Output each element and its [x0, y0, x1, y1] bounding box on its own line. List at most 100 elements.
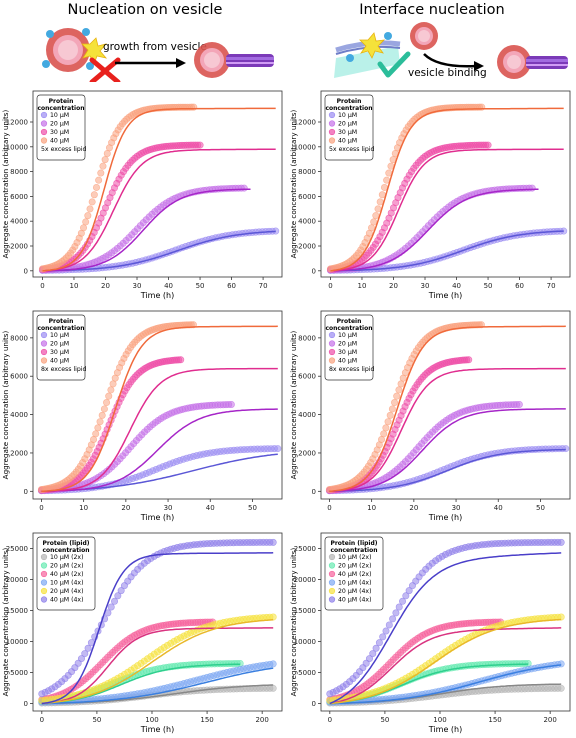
x-tick-label: 10 [79, 504, 88, 512]
legend-marker [40, 596, 48, 603]
schematic-right-label: vesicle binding [408, 67, 487, 79]
x-tick-label: 20 [409, 504, 418, 512]
y-tick-label: 20000 [294, 576, 316, 584]
data-point [105, 392, 113, 400]
legend-marker [40, 128, 48, 136]
legend-entry: 30 μM [50, 129, 69, 136]
fit-line-3 [329, 367, 566, 493]
x-tick-label: 30 [164, 504, 173, 512]
left-column-title: Nucleation on vesicle [67, 2, 223, 18]
fit-line-3 [41, 627, 274, 705]
y-tick-label: 4000 [298, 218, 316, 226]
data-point [384, 418, 392, 426]
x-tick-label: 10 [70, 282, 79, 290]
data-point [392, 609, 400, 617]
x-tick-label: 50 [92, 716, 101, 724]
legend-title: Protein concentration [37, 318, 84, 332]
x-tick-label: 50 [484, 282, 493, 290]
legend-entry: 20 μM (2x) [50, 563, 84, 570]
data-point [109, 380, 117, 388]
legend-note: 5x excess lipid [329, 146, 375, 153]
legend-marker [40, 587, 48, 595]
data-point [405, 587, 413, 595]
data-point [92, 183, 100, 191]
data-point [80, 224, 88, 232]
data-point [515, 400, 523, 408]
interface-nucleation-schematic: vesicle binding [334, 22, 568, 79]
data-point [74, 659, 82, 667]
legend-marker [40, 562, 48, 569]
data-point [99, 162, 107, 170]
fit-line-4 [329, 664, 562, 705]
legend-box [324, 536, 384, 611]
y-tick-label: 6000 [10, 193, 28, 201]
x-tick-label: 40 [206, 504, 215, 512]
burst-icon [359, 32, 386, 59]
data-point [370, 218, 378, 226]
data-point [90, 191, 98, 199]
legend-entry: 30 μM [338, 129, 357, 136]
data-point [177, 356, 185, 364]
legend-marker [328, 596, 336, 603]
y-tick-label: 8000 [298, 334, 316, 342]
x-axis-label: Time (h) [140, 291, 174, 300]
data-point [227, 400, 235, 408]
data-series-6 [38, 538, 277, 698]
x-tick-label: 0 [40, 716, 44, 724]
data-point [374, 205, 382, 213]
x-axis-label: Time (h) [428, 291, 462, 300]
fit-line-2 [41, 408, 278, 493]
data-point [82, 218, 90, 226]
y-axis-label: Aggregate concentration (arbitrary units… [1, 109, 10, 258]
data-point [362, 659, 370, 667]
x-tick-label: 70 [259, 282, 268, 290]
x-tick-label: 10 [367, 504, 376, 512]
x-tick-label: 200 [543, 716, 556, 724]
data-series-6 [326, 538, 565, 698]
data-point [369, 650, 377, 658]
legend-note: 5x excess lipid [41, 146, 87, 153]
y-tick-label: 12000 [294, 119, 316, 127]
x-tick-label: 30 [452, 504, 461, 512]
data-point [382, 627, 390, 635]
legend-marker [328, 137, 336, 144]
fit-line-4 [330, 107, 564, 272]
legend-marker [40, 570, 48, 578]
legend-marker [328, 579, 336, 586]
y-tick-label: 5000 [298, 669, 316, 677]
y-tick-label: 25000 [294, 545, 316, 553]
x-tick-label: 70 [547, 282, 556, 290]
x-tick-label: 150 [488, 716, 501, 724]
data-point [379, 633, 387, 641]
fit-line-2 [330, 188, 539, 272]
x-tick-label: 0 [328, 282, 332, 290]
x-tick-label: 30 [421, 282, 430, 290]
y-tick-label: 12000 [6, 119, 28, 127]
y-tick-label: 15000 [294, 607, 316, 615]
x-tick-label: 20 [389, 282, 398, 290]
legend-box [36, 94, 86, 161]
legend-entry: 10 μM (2x) [338, 554, 372, 561]
y-tick-label: 0 [24, 700, 28, 708]
data-point [562, 445, 570, 453]
x-tick-label: 0 [39, 504, 43, 512]
legend-marker [328, 340, 336, 347]
chart-row3-left: 0 50 100 150 200 0 5000 10000 15000 20000 25000 Tim… [1, 532, 283, 734]
data-point [484, 141, 492, 149]
data-point [84, 212, 92, 220]
x-tick-label: 0 [327, 504, 331, 512]
y-axis-label: Aggregate concentration (arbitrary units… [1, 330, 10, 479]
legend-marker [328, 111, 336, 119]
data-point [84, 644, 92, 652]
x-tick-label: 20 [101, 282, 110, 290]
green-check-icon [377, 51, 411, 78]
legend-box [324, 314, 374, 381]
legend-box [324, 94, 374, 161]
y-tick-label: 2000 [10, 449, 28, 457]
y-tick-label: 4000 [10, 218, 28, 226]
fit-line-2 [42, 188, 251, 272]
y-tick-label: 20000 [6, 576, 28, 584]
legend-marker [328, 357, 336, 364]
